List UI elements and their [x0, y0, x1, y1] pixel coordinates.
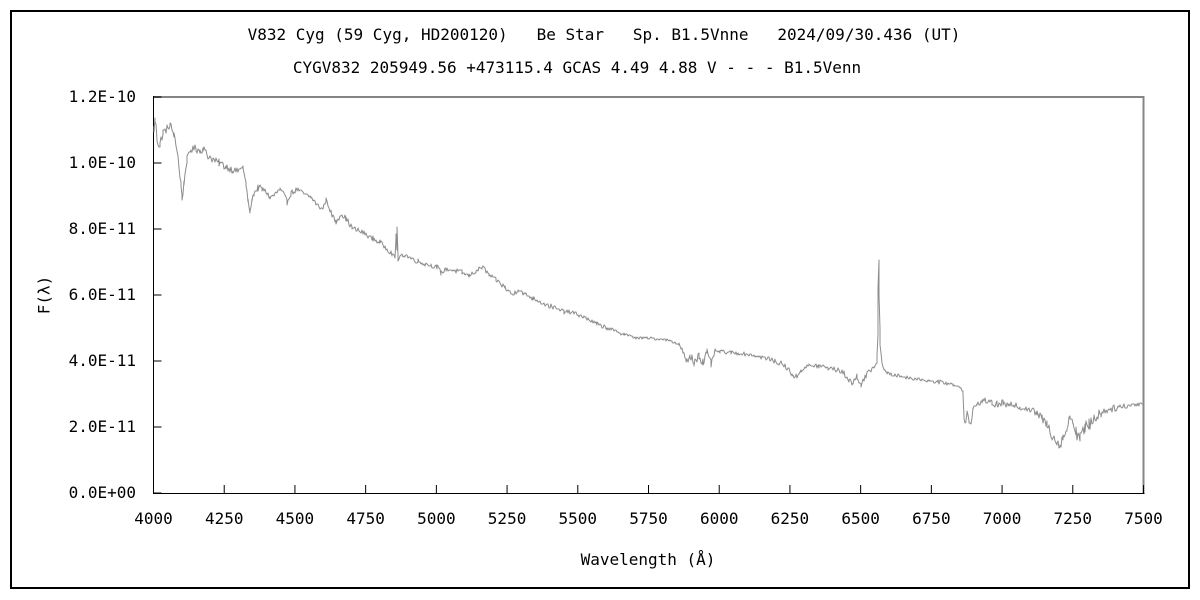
x-tick-label: 4750	[346, 509, 385, 528]
x-tick-label: 6750	[912, 509, 951, 528]
x-tick-label: 7500	[1124, 509, 1163, 528]
x-tick-label: 6250	[770, 509, 810, 528]
x-tick-label: 4500	[275, 509, 315, 528]
x-tick-label: 5000	[417, 509, 456, 528]
chart-subtitle: CYGV832 205949.56 +473115.4 GCAS 4.49 4.…	[292, 58, 862, 77]
plot-frame	[153, 96, 1145, 494]
x-tick-label: 4000	[134, 509, 173, 528]
x-tick-label: 6000	[699, 509, 739, 528]
x-tick-label: 7250	[1053, 509, 1093, 528]
y-axis-label: F(λ)	[34, 275, 54, 315]
axis-ticks	[153, 96, 1144, 494]
chart-title: V832 Cyg (59 Cyg, HD200120) Be Star Sp. …	[247, 25, 961, 44]
x-tick-label: 5500	[558, 509, 598, 528]
y-tick-label: 8.0E-11	[68, 219, 136, 238]
y-tick-label: 0.0E+00	[68, 483, 136, 502]
y-tick-label: 1.0E-10	[68, 153, 136, 172]
x-tick-label: 5750	[629, 509, 668, 528]
y-tick-label: 1.2E-10	[68, 87, 136, 106]
x-tick-label: 7000	[982, 509, 1022, 528]
spectrum-line	[153, 117, 1145, 449]
x-tick-label: 4250	[204, 509, 244, 528]
x-tick-label: 5250	[487, 509, 527, 528]
chart-border	[10, 10, 1190, 589]
y-tick-label: 2.0E-11	[68, 417, 136, 436]
x-axis-label: Wavelength (Å)	[580, 550, 716, 569]
x-tick-label: 6500	[841, 509, 880, 528]
y-tick-label: 6.0E-11	[68, 285, 136, 304]
y-tick-label: 4.0E-11	[68, 351, 136, 370]
